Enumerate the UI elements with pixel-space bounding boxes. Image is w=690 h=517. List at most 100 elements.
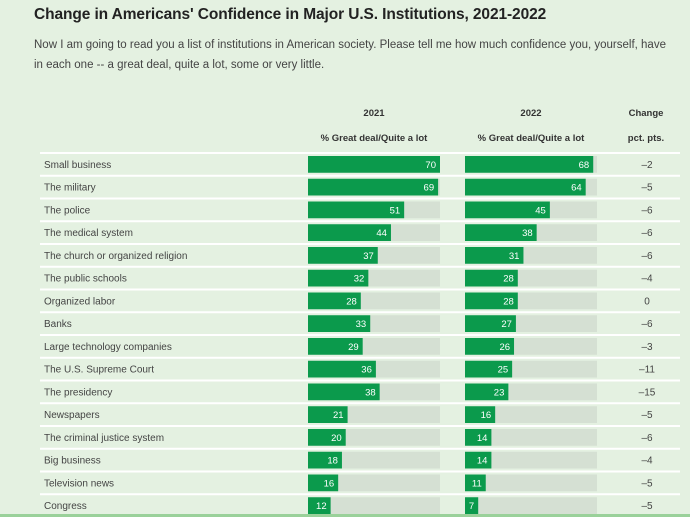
change-value: –6	[641, 228, 653, 239]
category-label: The medical system	[44, 228, 133, 239]
bar-2022	[465, 383, 509, 401]
bar-value-2022: 16	[481, 410, 492, 421]
bar-2021	[308, 201, 405, 219]
category-label: Television news	[44, 478, 114, 489]
bar-2021	[308, 497, 331, 514]
bar-value-2022: 14	[477, 433, 488, 444]
change-value: –3	[641, 342, 653, 353]
bar-track-2022	[465, 474, 597, 492]
bar-value-2022: 31	[509, 251, 520, 262]
bar-value-2021: 12	[316, 501, 327, 512]
category-label: Big business	[44, 456, 101, 467]
bar-2022	[465, 178, 586, 196]
bar-value-2022: 38	[522, 228, 533, 239]
category-label: The public schools	[44, 274, 127, 285]
bar-track-2022	[465, 406, 597, 423]
change-value: –5	[641, 478, 653, 489]
category-label: Organized labor	[44, 296, 116, 307]
bar-value-2021: 20	[331, 433, 342, 444]
bar-value-2021: 21	[333, 410, 344, 421]
bar-value-2022: 28	[503, 274, 514, 285]
bar-track-2022	[465, 497, 597, 514]
bar-2021	[308, 360, 376, 378]
bar-track-2022	[465, 451, 597, 469]
change-value: –6	[641, 433, 653, 444]
bar-2021	[308, 429, 346, 446]
bar-value-2022: 68	[579, 160, 590, 171]
bar-value-2021: 37	[363, 251, 374, 262]
bar-value-2021: 18	[327, 456, 338, 467]
bar-value-2021: 70	[425, 160, 436, 171]
change-value: 0	[644, 296, 650, 307]
category-label: Congress	[44, 501, 87, 512]
header-change-title: Change	[628, 108, 664, 119]
bar-value-2022: 14	[477, 456, 488, 467]
bar-track-2021	[308, 474, 440, 492]
chart-subtitle: Now I am going to read you a list of ins…	[34, 39, 666, 71]
bar-value-2021: 33	[356, 319, 367, 330]
header-2022-label: % Great deal/Quite a lot	[477, 133, 585, 144]
header-2021-label: % Great deal/Quite a lot	[320, 133, 428, 144]
category-label: The church or organized religion	[44, 251, 187, 262]
change-value: –15	[639, 387, 656, 398]
bar-value-2022: 27	[501, 319, 512, 330]
bar-value-2021: 29	[348, 342, 359, 353]
bar-2022	[465, 429, 492, 446]
bar-2022	[465, 292, 518, 310]
bar-2021	[308, 315, 371, 332]
bar-2021	[308, 338, 363, 355]
bar-2021	[308, 474, 339, 492]
chart-title: Change in Americans' Confidence in Major…	[34, 6, 547, 23]
bar-value-2021: 51	[390, 205, 401, 216]
category-label: Large technology companies	[44, 342, 172, 353]
bar-2022	[465, 156, 594, 173]
bar-2021	[308, 406, 348, 423]
bar-value-2021: 36	[361, 365, 372, 376]
bar-2022	[465, 247, 524, 264]
bar-2022	[465, 201, 550, 219]
bar-value-2022: 23	[494, 387, 505, 398]
change-value: –2	[641, 160, 653, 171]
bar-2021	[308, 178, 439, 196]
bar-value-2022: 45	[535, 205, 546, 216]
bar-2022	[465, 338, 515, 355]
category-label: The presidency	[44, 387, 112, 398]
bar-2022	[465, 315, 516, 332]
bar-2021	[308, 292, 361, 310]
change-value: –11	[639, 365, 655, 376]
change-value: –5	[641, 410, 653, 421]
header-2021-year: 2021	[363, 108, 385, 119]
bar-2022	[465, 360, 513, 378]
bar-track-2021	[308, 497, 440, 514]
bar-2022	[465, 474, 486, 492]
bar-2022	[465, 224, 537, 241]
bar-2021	[308, 156, 440, 173]
category-label: The police	[44, 205, 91, 216]
change-value: –5	[641, 501, 653, 512]
bar-value-2021: 16	[324, 478, 335, 489]
bar-2021	[308, 224, 391, 241]
bar-value-2022: 7	[469, 501, 474, 512]
category-label: Newspapers	[44, 410, 100, 421]
change-value: –4	[641, 456, 653, 467]
bar-2022	[465, 497, 479, 514]
bar-2022	[465, 269, 518, 287]
bar-2021	[308, 383, 380, 401]
bar-value-2021: 44	[376, 228, 387, 239]
bar-value-2021: 28	[346, 296, 357, 307]
bar-value-2021: 69	[424, 183, 435, 194]
bar-track-2022	[465, 429, 597, 446]
change-value: –6	[641, 251, 653, 262]
bar-2022	[465, 406, 496, 423]
category-label: Small business	[44, 160, 111, 171]
bar-value-2022: 25	[498, 365, 509, 376]
bottom-border	[0, 514, 690, 517]
category-label: The military	[44, 183, 96, 194]
bar-2021	[308, 247, 378, 264]
bar-value-2022: 26	[499, 342, 510, 353]
change-value: –5	[641, 183, 653, 194]
header-change-label: pct. pts.	[627, 133, 665, 144]
bar-2021	[308, 451, 342, 469]
bar-value-2022: 11	[472, 478, 482, 489]
